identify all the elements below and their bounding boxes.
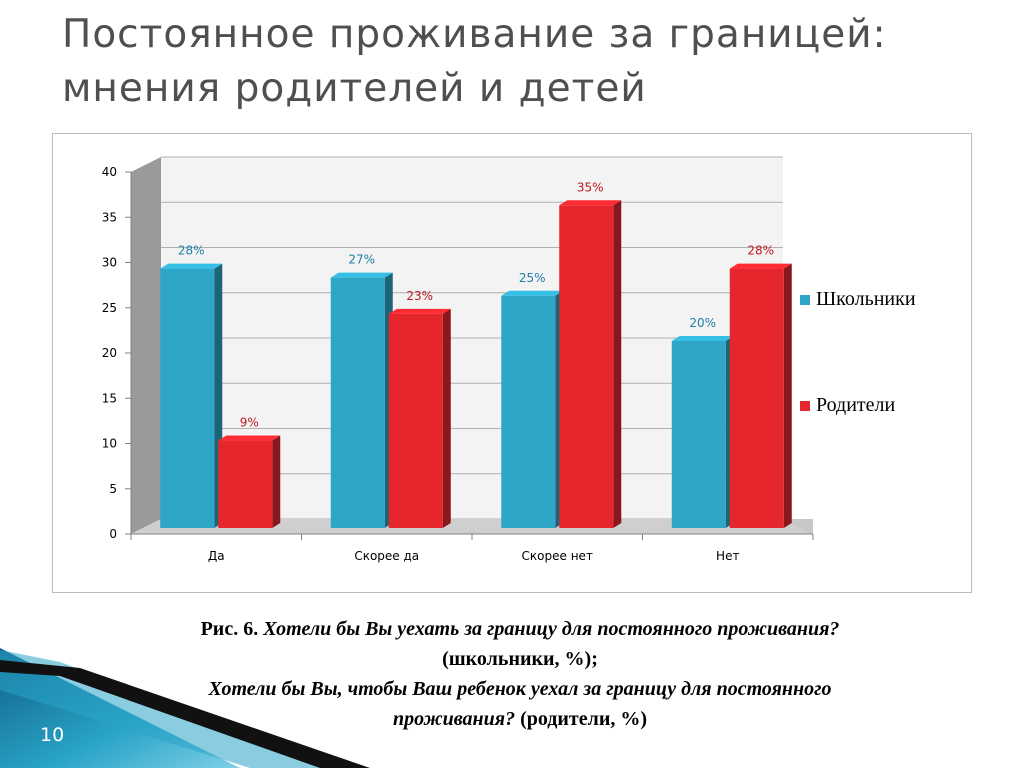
chart-legend: Школьники Родители bbox=[800, 284, 980, 424]
figure-caption: Рис. 6. Хотели бы Вы уехать за границу д… bbox=[170, 614, 870, 734]
caption-prefix: Рис. 6. bbox=[200, 618, 259, 640]
x-category-label: Да bbox=[208, 549, 225, 563]
x-category-label: Скорее да bbox=[354, 549, 419, 563]
bar-top bbox=[160, 263, 223, 269]
data-label: 23% bbox=[406, 289, 433, 303]
bar-top bbox=[388, 308, 451, 314]
y-tick-label: 35 bbox=[102, 210, 117, 224]
bar-side bbox=[272, 435, 281, 528]
y-tick-label: 20 bbox=[102, 346, 117, 360]
slide-title: Постоянное проживание за границей: мнени… bbox=[62, 8, 1002, 116]
bar-side bbox=[442, 308, 451, 528]
caption-question-students: Хотели бы Вы уехать за границу для посто… bbox=[263, 618, 840, 640]
data-label: 35% bbox=[577, 180, 604, 194]
legend-swatch-parents bbox=[800, 400, 810, 411]
slide-title-line1: Постоянное проживание за границей: bbox=[62, 12, 887, 57]
legend-swatch-students bbox=[800, 294, 810, 305]
bar-top bbox=[501, 290, 564, 296]
legend-item-parents: Родители bbox=[800, 394, 895, 417]
caption-suffix-parents: (родители, %) bbox=[520, 708, 648, 730]
bar-parents bbox=[218, 440, 273, 528]
bar-students bbox=[501, 295, 556, 528]
bar-top bbox=[559, 200, 622, 206]
y-tick-label: 15 bbox=[102, 391, 117, 405]
data-label: 20% bbox=[689, 316, 716, 330]
y-tick-label: 10 bbox=[102, 437, 117, 451]
bar-students bbox=[330, 277, 385, 528]
bar-parents bbox=[559, 205, 614, 528]
x-category-label: Нет bbox=[716, 549, 739, 563]
bar-students bbox=[671, 341, 726, 528]
bar-top bbox=[671, 336, 734, 341]
y-tick-label: 40 bbox=[102, 165, 117, 179]
bar-parents bbox=[729, 268, 784, 528]
slide-title-line2: мнения родителей и детей bbox=[62, 66, 647, 111]
y-tick-label: 5 bbox=[109, 482, 117, 496]
chart-side-wall bbox=[131, 157, 161, 534]
caption-suffix-students: (школьники, %); bbox=[442, 648, 598, 670]
chart-frame: 0 5 10 15 20 25 30 35 40 Да Скорее да Скорее нет Нет… bbox=[52, 133, 972, 593]
bar-parents bbox=[388, 313, 443, 528]
data-label: 28% bbox=[747, 244, 774, 258]
legend-label-students: Школьники bbox=[816, 288, 916, 310]
bar-side bbox=[613, 200, 622, 528]
legend-label-parents: Родители bbox=[816, 394, 896, 416]
data-label: 27% bbox=[348, 253, 375, 267]
y-tick-label: 25 bbox=[102, 301, 117, 315]
bar-top bbox=[218, 435, 281, 441]
y-tick-label: 0 bbox=[109, 527, 117, 541]
bar-top bbox=[729, 263, 792, 269]
bar-students bbox=[160, 268, 215, 528]
data-label: 25% bbox=[519, 271, 546, 285]
bar-top bbox=[330, 272, 393, 278]
bar-side bbox=[783, 263, 792, 528]
y-tick-label: 30 bbox=[102, 256, 117, 270]
data-label: 28% bbox=[178, 244, 205, 258]
legend-item-students: Школьники bbox=[800, 288, 916, 311]
x-category-label: Скорее нет bbox=[522, 549, 593, 563]
page-number: 10 bbox=[40, 724, 65, 746]
bar-chart: 0 5 10 15 20 25 30 35 40 Да Скорее да Скорее нет Нет… bbox=[102, 156, 814, 563]
data-label: 9% bbox=[240, 416, 259, 430]
chart-floor-surface bbox=[131, 519, 811, 534]
